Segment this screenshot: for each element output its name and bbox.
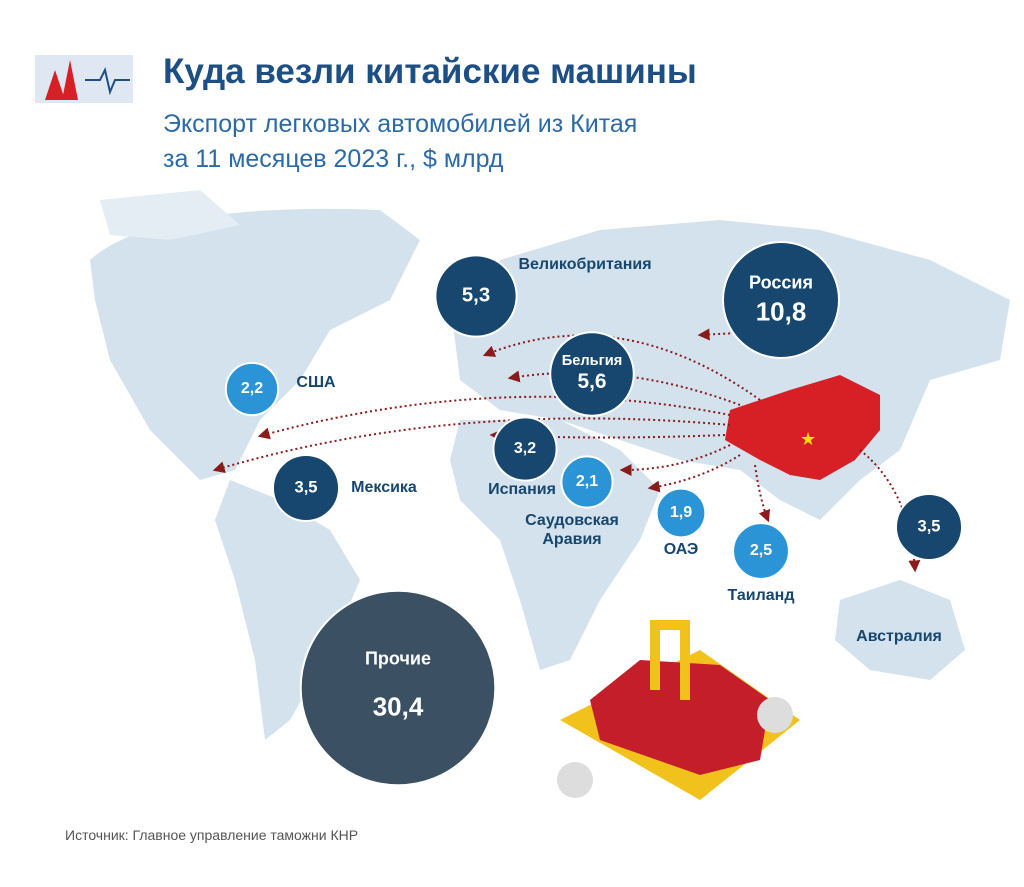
bubble (655, 487, 707, 539)
country-name: Испания (488, 481, 556, 498)
bubble (722, 241, 840, 359)
country-name: Саудовская Аравия (525, 512, 619, 548)
bubble (894, 492, 964, 562)
bubble-name: Россия (749, 272, 813, 293)
value-label: 2,5 (749, 542, 773, 559)
value-label: 5,3 (461, 284, 491, 307)
title: Куда везли китайские машины (163, 52, 697, 91)
value-label: 30,4 (372, 691, 424, 722)
country-name: Австралия (856, 628, 942, 645)
value-label: 5,6 (577, 370, 607, 394)
bubble (549, 331, 635, 417)
country-name: США (296, 374, 336, 391)
bubble (434, 254, 518, 338)
value-label: 3,2 (513, 440, 537, 457)
country-name: ОАЭ (663, 541, 699, 558)
bubble (732, 522, 790, 580)
bubble-name: Бельгия (561, 353, 623, 370)
value-label: 3,5 (294, 478, 318, 497)
subtitle: Экспорт легковых автомобилей из Китая (163, 110, 638, 138)
country-name: Таиланд (727, 587, 795, 604)
value-label: 2,1 (575, 473, 599, 490)
source: Источник: Главное управление таможни КНР (65, 827, 359, 843)
china (725, 375, 880, 480)
subtitle: за 11 месяцев 2023 г., $ млрд (163, 145, 504, 173)
value-label: 1,9 (669, 504, 693, 521)
flag-star: ★ (800, 429, 816, 449)
bubble-name: Прочие (364, 648, 432, 669)
bubble (224, 361, 280, 417)
bubble (492, 416, 558, 482)
value-label: 10,8 (755, 296, 807, 327)
bubble (299, 589, 497, 787)
value-label: 3,5 (917, 517, 941, 536)
value-label: 2,2 (240, 380, 264, 397)
bubble (560, 455, 614, 509)
country-name: Мексика (351, 479, 417, 496)
car-factory (557, 620, 800, 800)
bubble (271, 453, 341, 523)
country-name: Великобритания (518, 256, 652, 273)
